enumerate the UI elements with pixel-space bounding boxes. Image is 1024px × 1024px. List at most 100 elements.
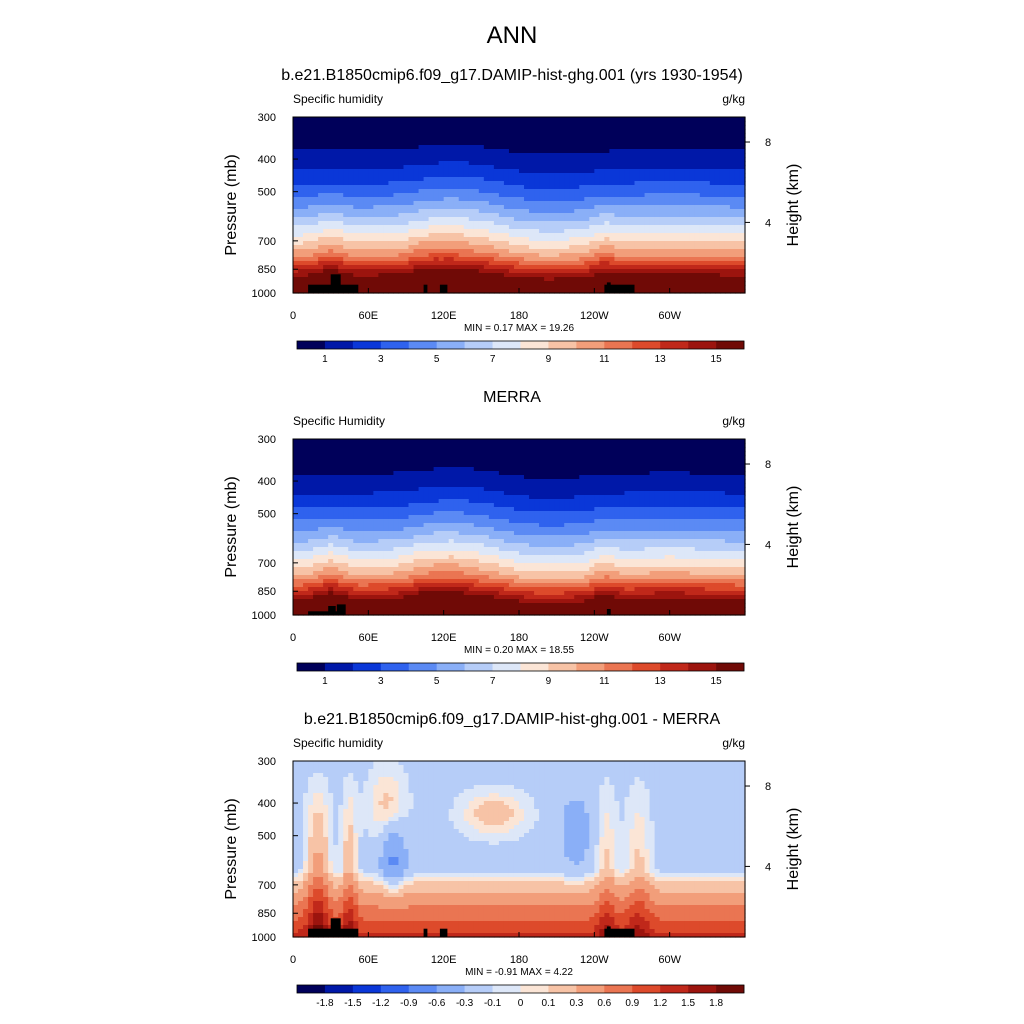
contour-cell — [493, 229, 500, 234]
contour-cell — [594, 451, 600, 456]
contour-cell — [338, 277, 344, 282]
contour-cell — [333, 201, 339, 206]
contour-cell — [594, 245, 600, 250]
contour-cell — [463, 149, 470, 154]
contour-cell — [403, 197, 410, 202]
contour-cell — [579, 245, 585, 250]
contour-cell — [584, 165, 590, 170]
contour-cell — [498, 253, 505, 258]
contour-cell — [503, 455, 510, 460]
contour-cell — [413, 165, 420, 170]
contour-cell — [554, 257, 560, 262]
contour-cell — [619, 471, 626, 476]
contour-cell — [413, 205, 420, 210]
contour-cell — [388, 213, 395, 218]
contour-cell — [699, 285, 706, 290]
contour-cell — [684, 277, 691, 282]
contour-cell — [634, 439, 641, 444]
contour-cell — [644, 129, 651, 134]
contour-cell — [644, 121, 651, 126]
contour-cell — [644, 277, 651, 282]
contour-cell — [734, 117, 741, 122]
contour-cell — [423, 125, 430, 130]
contour-cell — [383, 281, 390, 286]
contour-cell — [488, 237, 495, 242]
contour-cell — [308, 161, 314, 166]
contour-cell — [443, 177, 450, 182]
contour-cell — [458, 145, 465, 150]
contour-cell — [614, 451, 621, 456]
contour-cell — [513, 285, 520, 290]
contour-cell — [584, 221, 590, 226]
contour-cell — [383, 241, 390, 246]
contour-cell — [338, 467, 344, 472]
contour-cell — [383, 121, 390, 126]
contour-cell — [539, 479, 545, 484]
contour-cell — [689, 475, 696, 480]
contour-cell — [438, 181, 445, 186]
contour-cell — [604, 277, 610, 282]
contour-cell — [333, 237, 339, 242]
contour-cell — [453, 181, 460, 186]
contour-cell — [684, 463, 691, 468]
contour-cell — [308, 443, 314, 448]
contour-cell — [594, 125, 600, 130]
contour-cell — [534, 265, 540, 270]
contour-cell — [649, 471, 656, 476]
contour-cell — [443, 157, 450, 162]
contour-cell — [303, 237, 309, 242]
contour-cell — [529, 475, 535, 480]
contour-cell — [539, 213, 545, 218]
contour-cell — [654, 471, 661, 476]
contour-cell — [318, 265, 324, 270]
contour-cell — [634, 177, 641, 182]
contour-cell — [438, 471, 445, 476]
contour-cell — [729, 253, 736, 258]
contour-cell — [549, 213, 555, 218]
contour-cell — [358, 455, 364, 460]
contour-cell — [383, 245, 390, 250]
contour-cell — [303, 281, 309, 286]
contour-cell — [594, 205, 600, 210]
contour-cell — [423, 197, 430, 202]
contour-cell — [644, 281, 651, 286]
contour-cell — [308, 117, 314, 122]
contour-cell — [644, 467, 651, 472]
contour-cell — [328, 265, 334, 270]
contour-cell — [699, 273, 706, 278]
contour-cell — [433, 197, 440, 202]
contour-cell — [694, 451, 701, 456]
contour-cell — [308, 249, 314, 254]
contour-cell — [298, 125, 304, 130]
contour-cell — [659, 133, 666, 138]
contour-cell — [418, 281, 425, 286]
contour-cell — [398, 129, 405, 134]
contour-cell — [453, 149, 460, 154]
contour-cell — [624, 475, 631, 480]
contour-cell — [699, 277, 706, 282]
contour-cell — [303, 455, 309, 460]
contour-cell — [308, 201, 314, 206]
contour-cell — [508, 475, 515, 480]
contour-cell — [554, 181, 560, 186]
contour-cell — [724, 245, 731, 250]
contour-cell — [729, 289, 736, 294]
contour-cell — [343, 149, 349, 154]
contour-cell — [644, 447, 651, 452]
contour-cell — [298, 177, 304, 182]
contour-cell — [664, 149, 671, 154]
contour-cell — [448, 205, 455, 210]
contour-cell — [559, 289, 565, 294]
contour-cell — [609, 447, 616, 452]
contour-cell — [739, 129, 746, 134]
contour-cell — [529, 193, 535, 198]
contour-cell — [298, 129, 304, 134]
contour-cell — [684, 117, 691, 122]
contour-cell — [338, 261, 344, 266]
contour-cell — [664, 205, 671, 210]
contour-cell — [589, 289, 595, 294]
contour-cell — [549, 225, 555, 230]
contour-cell — [719, 129, 726, 134]
contour-cell — [674, 261, 681, 266]
contour-cell — [519, 245, 525, 250]
